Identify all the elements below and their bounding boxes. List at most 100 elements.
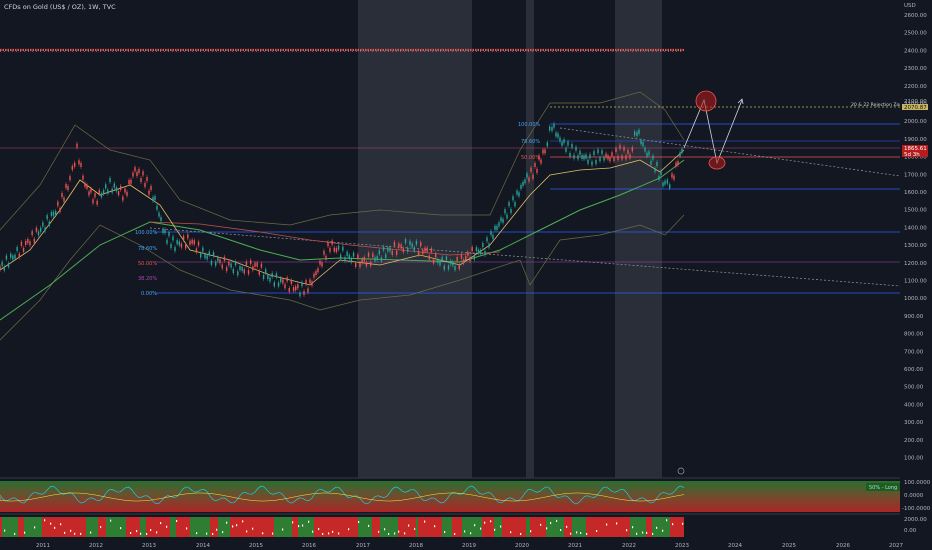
candle-body: [441, 256, 443, 261]
candle-body: [518, 192, 520, 197]
signal-dot: [672, 523, 674, 526]
oscillator-label-box: [866, 483, 900, 491]
signal-dot: [74, 532, 76, 535]
signal-cell: [390, 517, 392, 537]
signal-cell: [630, 517, 632, 537]
candle-body: [122, 196, 124, 201]
candle-body: [585, 154, 587, 159]
signal-cell: [138, 517, 140, 537]
candle-body: [553, 123, 555, 128]
signal-cell: [476, 517, 478, 537]
time-tick: 2015: [249, 543, 263, 549]
time-axis[interactable]: [0, 538, 932, 550]
candle-body: [654, 167, 656, 172]
time-tick: 2027: [889, 543, 903, 549]
signal-dot: [656, 526, 658, 529]
candle-body: [202, 247, 204, 252]
signal-cell: [594, 517, 596, 537]
candle-body: [152, 197, 154, 202]
signal-cell: [86, 517, 88, 537]
signal-cell: [462, 517, 464, 537]
signal-dot: [262, 532, 264, 535]
price-axis[interactable]: [900, 0, 932, 538]
signal-dot: [580, 532, 582, 535]
signal-cell: [112, 517, 114, 537]
signal-cell: [240, 517, 242, 537]
signal-cell: [160, 517, 162, 537]
candle-body: [644, 147, 646, 152]
signal-dot: [216, 528, 218, 531]
signal-dot: [298, 525, 300, 528]
trendline: [149, 227, 901, 287]
candle-body: [510, 208, 512, 213]
signal-cell: [104, 517, 106, 537]
signal-cell: [28, 517, 30, 537]
candle-body: [516, 190, 518, 195]
signal-dot: [166, 525, 168, 528]
event-marker-icon[interactable]: [677, 467, 685, 475]
signal-cell: [6, 517, 8, 537]
signal-cell: [320, 517, 322, 537]
price-tick: 2300.00: [904, 66, 927, 72]
candle-body: [27, 238, 29, 243]
candle-body: [256, 262, 258, 267]
signal-cell: [212, 517, 214, 537]
signal-cell: [642, 517, 644, 537]
signal-cell: [408, 517, 410, 537]
candle-body: [48, 221, 50, 226]
candle-body: [150, 186, 152, 191]
candle-body: [340, 254, 342, 259]
candle-body: [3, 266, 5, 271]
candle-body: [603, 156, 605, 161]
candle-body: [629, 154, 631, 159]
candle-body: [469, 257, 471, 262]
candle-body: [378, 250, 380, 255]
candle-body: [311, 281, 313, 286]
time-tick: 2013: [142, 543, 156, 549]
signal-cell: [400, 517, 402, 537]
signal-cell: [550, 517, 552, 537]
signal-dot: [60, 523, 62, 526]
candle-body: [191, 239, 193, 244]
signal-dot: [272, 532, 274, 535]
candle-body: [250, 260, 252, 265]
signal-cell: [120, 517, 122, 537]
signal-cell: [84, 517, 86, 537]
candle-body: [136, 172, 138, 177]
signal-cell: [666, 517, 668, 537]
fib-label: 100.00%: [135, 230, 157, 236]
candle-body: [662, 182, 664, 187]
signal-cell: [172, 517, 174, 537]
moving-average-green: [0, 159, 685, 321]
signal-cell: [398, 517, 400, 537]
signal-cell: [452, 517, 454, 537]
candle-body: [587, 159, 589, 164]
time-tick: 2026: [836, 543, 850, 549]
signal-cell: [170, 517, 172, 537]
candle-body: [138, 168, 140, 173]
signal-dot: [186, 527, 188, 530]
candle-body: [583, 155, 585, 160]
signal-cell: [198, 517, 200, 537]
candle-body: [413, 247, 415, 252]
candle-body: [277, 282, 280, 287]
candle-body: [359, 262, 361, 267]
signal-cell: [230, 517, 232, 537]
signal-dot: [246, 530, 248, 533]
candle-body: [102, 190, 105, 195]
signal-cell: [466, 517, 468, 537]
signal-cell: [354, 517, 356, 537]
price-tick: 1300.00: [904, 243, 927, 249]
signal-cell: [70, 517, 72, 537]
signal-cell: [236, 517, 238, 537]
signal-cell: [176, 517, 178, 537]
signal-cell: [544, 517, 546, 537]
candle-body: [546, 142, 549, 147]
candle-body: [295, 286, 297, 291]
time-axis-ticks: 2011 2012 2013 2014 2015 2016 2017 2018 2019 2020…: [36, 543, 903, 549]
candle-body: [344, 257, 346, 262]
candle-body: [652, 155, 654, 160]
signal-cell: [108, 517, 110, 537]
oscillator-series: [0, 485, 685, 505]
